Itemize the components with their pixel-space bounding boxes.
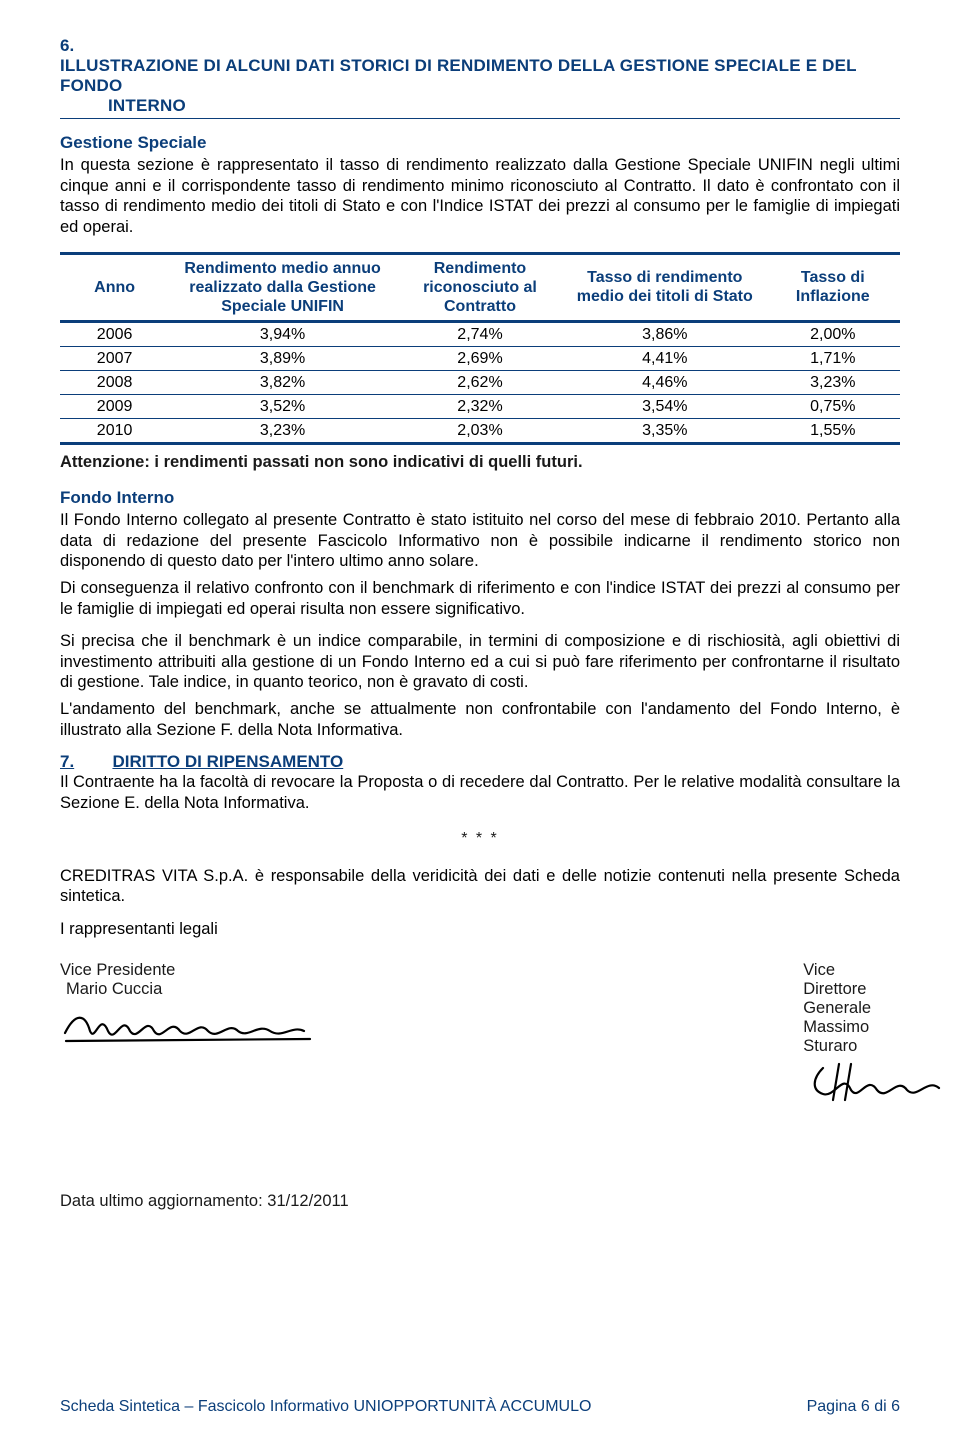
representatives-line: I rappresentanti legali [60, 919, 900, 940]
gestione-speciale-heading: Gestione Speciale [60, 133, 900, 153]
section-6-number: 6. [60, 36, 108, 56]
col-tasso-inflazione: Tasso di Inflazione [766, 253, 900, 322]
table-row: 2006 3,94% 2,74% 3,86% 2,00% [60, 322, 900, 347]
disclaimer-paragraph: CREDITRAS VITA S.p.A. è responsabile del… [60, 866, 900, 907]
section-6-title-line1: ILLUSTRAZIONE DI ALCUNI DATI STORICI DI … [60, 56, 900, 96]
section-6-rule [60, 118, 900, 119]
table-row: 2007 3,89% 2,69% 4,41% 1,71% [60, 347, 900, 371]
fondo-interno-para4: L'andamento del benchmark, anche se attu… [60, 699, 900, 740]
signature-row: Vice Presidente Mario Cuccia Vice Dirett… [60, 961, 900, 1106]
section-6-title-line2: INTERNO [108, 96, 186, 116]
signature-right: Vice Direttore Generale Massimo Sturaro [463, 961, 900, 1106]
section-7-title: DIRITTO DI RIPENSAMENTO [112, 752, 343, 771]
col-rendimento-gestione: Rendimento medio annuo realizzato dalla … [169, 253, 396, 322]
signature-left-image [60, 1003, 463, 1049]
sig-right-name: Massimo Sturaro [803, 1018, 900, 1056]
table-row: 2010 3,23% 2,03% 3,35% 1,55% [60, 419, 900, 444]
table-row: 2008 3,82% 2,62% 4,46% 3,23% [60, 371, 900, 395]
page-footer: Scheda Sintetica – Fascicolo Informativo… [60, 1398, 900, 1416]
footer-left: Scheda Sintetica – Fascicolo Informativo… [60, 1398, 591, 1416]
attention-line: Attenzione: i rendimenti passati non son… [60, 453, 900, 472]
sig-left-name: Mario Cuccia [60, 980, 463, 999]
section-6-header: 6. ILLUSTRAZIONE DI ALCUNI DATI STORICI … [60, 36, 900, 116]
col-anno: Anno [60, 253, 169, 322]
section-7-header: 7. DIRITTO DI RIPENSAMENTO [60, 752, 900, 772]
date-line: Data ultimo aggiornamento: 31/12/2011 [60, 1192, 900, 1211]
signature-left: Vice Presidente Mario Cuccia [60, 961, 463, 1106]
section-7-number: 7. [60, 752, 108, 772]
sig-right-title: Vice Direttore Generale [803, 961, 900, 1018]
col-tasso-titoli: Tasso di rendimento medio dei titoli di … [564, 253, 766, 322]
signature-right-image [803, 1060, 900, 1106]
sig-left-title: Vice Presidente [60, 961, 463, 980]
table-row: 2009 3,52% 2,32% 3,54% 0,75% [60, 395, 900, 419]
col-rendimento-contratto: Rendimento riconosciuto al Contratto [396, 253, 564, 322]
gestione-speciale-paragraph: In questa sezione è rappresentato il tas… [60, 155, 900, 238]
fondo-interno-para1: Il Fondo Interno collegato al presente C… [60, 510, 900, 572]
section-7-paragraph: Il Contraente ha la facoltà di revocare … [60, 772, 900, 813]
footer-right: Pagina 6 di 6 [807, 1398, 900, 1416]
fondo-interno-heading: Fondo Interno [60, 488, 900, 508]
fondo-interno-para3: Si precisa che il benchmark è un indice … [60, 631, 900, 693]
separator-stars: * * * [60, 830, 900, 848]
fondo-interno-para2: Di conseguenza il relativo confronto con… [60, 578, 900, 619]
rates-table: Anno Rendimento medio annuo realizzato d… [60, 252, 900, 446]
rates-table-header-row: Anno Rendimento medio annuo realizzato d… [60, 253, 900, 322]
